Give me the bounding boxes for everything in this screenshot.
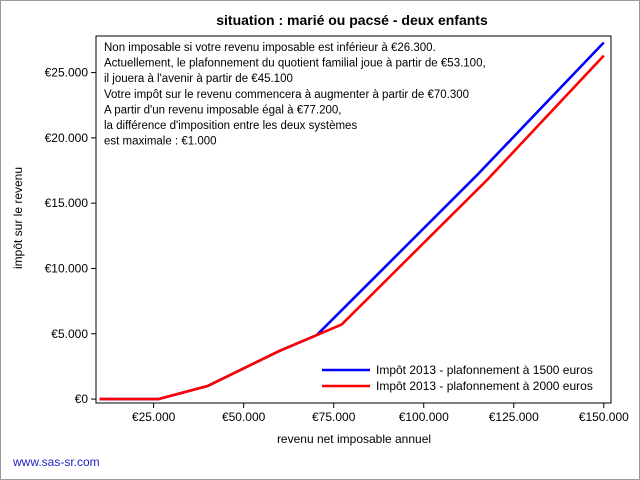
y-tick-label: €15.000	[45, 196, 89, 210]
y-tick-label: €5.000	[51, 327, 88, 341]
x-tick-label: €75.000	[312, 410, 356, 424]
annotation-line: Non imposable si votre revenu imposable …	[104, 42, 436, 54]
x-tick-label: €100.000	[399, 410, 449, 424]
chart-title: situation : marié ou pacsé - deux enfant…	[216, 12, 488, 28]
legend-label: Impôt 2013 - plafonnement à 2000 euros	[376, 379, 593, 393]
plot-area	[95, 35, 612, 404]
annotation-line: la différence d'imposition entre les deu…	[104, 120, 357, 132]
annotation-line: Actuellement, le plafonnement du quotien…	[104, 58, 486, 70]
annotation-line: il jouera à l'avenir à partir de €45.100	[104, 73, 293, 85]
y-tick-label: €0	[75, 392, 89, 406]
annotation-text: Non imposable si votre revenu imposable …	[104, 42, 486, 148]
y-tick-label: €20.000	[45, 131, 89, 145]
x-axis-label: revenu net imposable annuel	[277, 432, 431, 446]
legend: Impôt 2013 - plafonnement à 1500 euros Im…	[322, 363, 593, 393]
x-tick-label: €50.000	[222, 410, 266, 424]
footer-link[interactable]: www.sas-sr.com	[12, 455, 100, 469]
x-tick-label: €25.000	[132, 410, 176, 424]
annotation-line: Votre impôt sur le revenu commencera à a…	[104, 89, 469, 101]
y-axis-label: impôt sur le revenu	[11, 167, 25, 269]
y-tick-label: €25.000	[45, 66, 89, 80]
y-axis: €0 €5.000 €10.000 €15.000 €20.000 €25.000	[45, 66, 96, 406]
x-tick-label: €125.000	[489, 410, 539, 424]
y-tick-label: €10.000	[45, 261, 89, 275]
legend-label: Impôt 2013 - plafonnement à 1500 euros	[376, 363, 593, 377]
annotation-line: est maximale : €1.000	[104, 136, 217, 148]
plot-border	[95, 35, 612, 404]
x-axis: €25.000 €50.000 €75.000 €100.000 €125.000 €15…	[132, 403, 629, 424]
annotation-line: A partir d'un revenu imposable égal à €7…	[104, 104, 341, 116]
x-tick-label: €150.000	[579, 410, 629, 424]
series-lines	[99, 41, 605, 401]
series-line-2	[99, 54, 605, 401]
